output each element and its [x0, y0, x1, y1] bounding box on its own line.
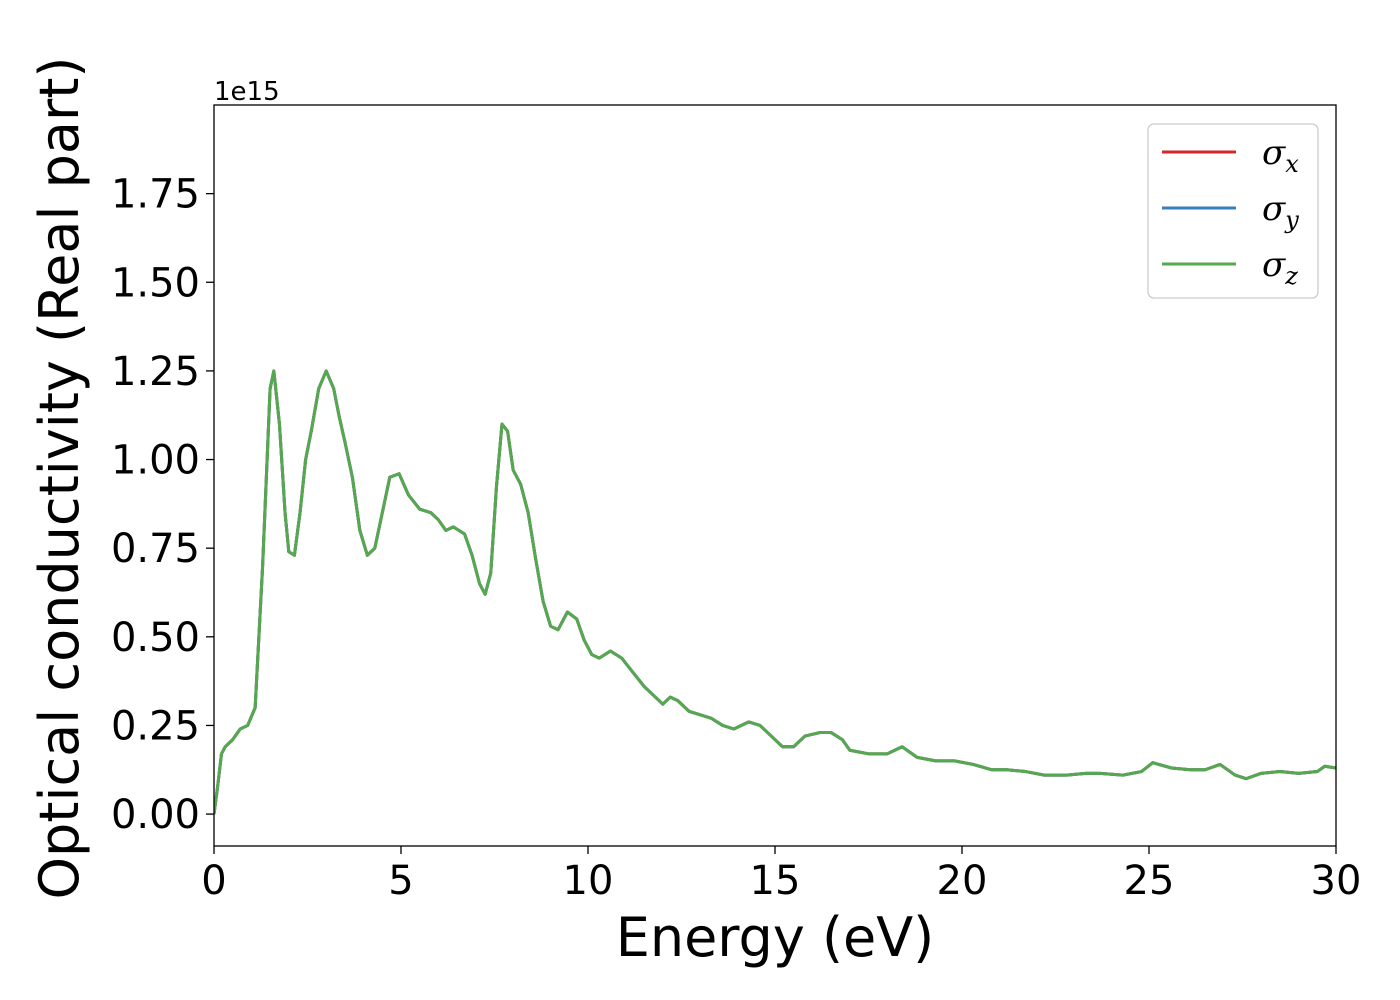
x-tick-label: 20: [937, 858, 988, 904]
y-tick-label: 1.50: [111, 260, 200, 306]
y-tick-label: 0.00: [111, 792, 200, 838]
x-tick-label: 5: [388, 858, 413, 904]
legend-label-y: σy: [1262, 189, 1299, 234]
y-tick-label: 0.75: [111, 526, 200, 572]
y-tick-label: 1.75: [111, 172, 200, 218]
y-tick-label: 1.00: [111, 438, 200, 484]
series-line-z: [214, 369, 1336, 815]
legend-label-z: σz: [1262, 245, 1298, 290]
x-axis: 0 5 10 15 20 25 30: [201, 846, 1361, 904]
y-offset-label: 1e15: [214, 77, 280, 107]
x-tick-label: 25: [1124, 858, 1175, 904]
y-tick-label: 1.25: [111, 349, 200, 395]
y-tick-label: 0.25: [111, 703, 200, 749]
legend: σx σy σz: [1147, 123, 1319, 299]
x-tick-label: 0: [201, 858, 226, 904]
legend-box: [1147, 123, 1319, 299]
y-tick-label: 0.50: [111, 615, 200, 661]
x-axis-label: Energy (eV): [616, 906, 935, 969]
y-axis-label: Optical conductivity (Real part): [28, 57, 91, 900]
series-group: [214, 369, 1336, 815]
x-tick-label: 10: [563, 858, 614, 904]
y-axis: 0.00 0.25 0.50 0.75 1.00 1.25 1.50 1.75: [111, 172, 214, 838]
x-tick-label: 30: [1311, 858, 1362, 904]
x-tick-label: 15: [750, 858, 801, 904]
legend-label-x: σx: [1262, 133, 1299, 178]
